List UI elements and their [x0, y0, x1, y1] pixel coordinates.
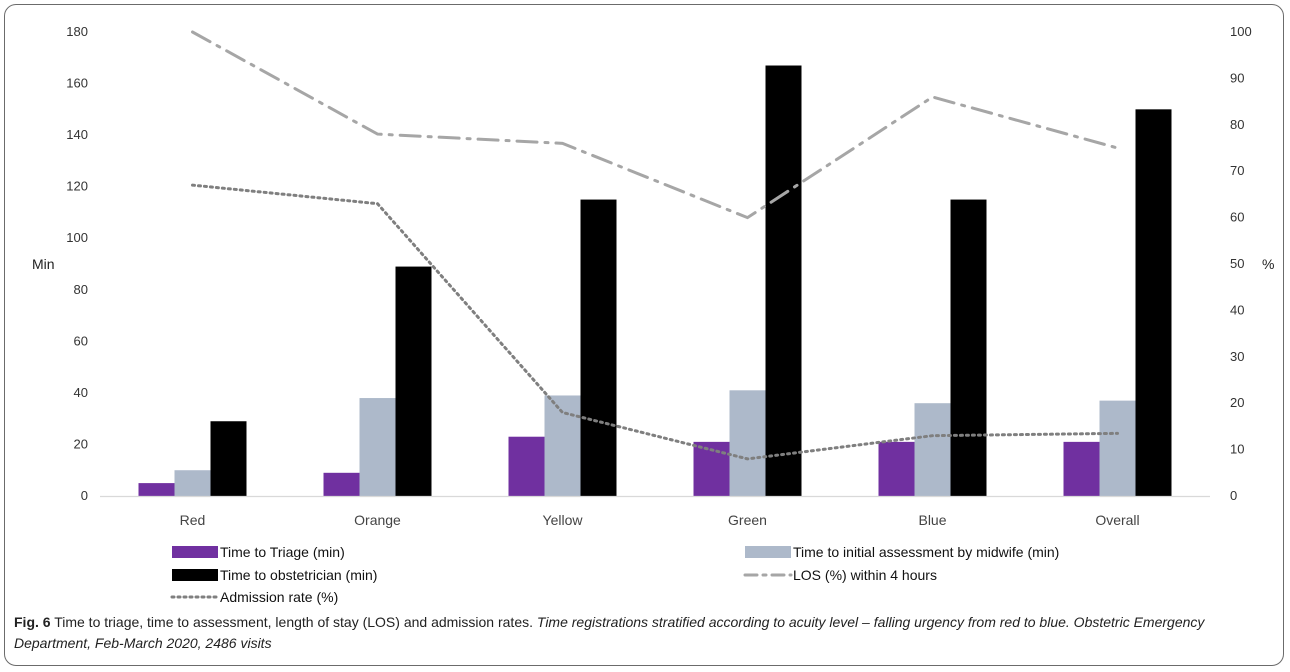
- y2-tick-label: 30: [1230, 349, 1244, 364]
- bar-time-to-initial-assessment-by-midwife-min-red: [174, 470, 211, 496]
- bar-time-to-obstetrician-min-orange: [395, 266, 432, 496]
- y2-tick-label: 90: [1230, 70, 1244, 85]
- bar-time-to-obstetrician-min-green: [765, 65, 802, 496]
- x-tick-label: Red: [180, 512, 206, 528]
- bar-time-to-initial-assessment-by-midwife-min-orange: [359, 398, 396, 496]
- y-tick-label: 180: [66, 24, 88, 39]
- y-tick-label: 60: [74, 333, 88, 348]
- y-tick-label: 40: [74, 385, 88, 400]
- bar-time-to-triage-min-blue: [878, 441, 915, 496]
- chart: 0 20 40 60 80 100 120 140 160 180 0 10 20 30 40 50 60 70 8…: [32, 24, 1274, 605]
- legend-label-los-within-4-hours: LOS (%) within 4 hours: [793, 567, 937, 583]
- line-los-within-4-hours: [191, 30, 1119, 220]
- bar-time-to-obstetrician-min-yellow: [580, 199, 617, 497]
- bar-time-to-initial-assessment-by-midwife-min-overall: [1099, 400, 1136, 496]
- bar-time-to-initial-assessment-by-midwife-min-green: [729, 390, 766, 496]
- y-axis-label: Min: [32, 256, 55, 272]
- x-tick-label: Orange: [354, 512, 401, 528]
- x-tick-label: Blue: [918, 512, 946, 528]
- y-tick-label: 120: [66, 179, 88, 194]
- y2-tick-label: 100: [1230, 24, 1252, 39]
- y-tick-label: 0: [81, 488, 88, 503]
- bar-time-to-triage-min-yellow: [508, 436, 545, 496]
- legend-label-time-to-obstetrician-min: Time to obstetrician (min): [220, 567, 377, 583]
- bar-time-to-triage-min-overall: [1063, 441, 1100, 496]
- legend-label-time-to-initial-assessment-by-midwife-min: Time to initial assessment by midwife (m…: [793, 544, 1059, 560]
- line-admission-rate: [191, 183, 1119, 461]
- y-tick-label: 160: [66, 76, 88, 91]
- y2-tick-label: 20: [1230, 395, 1244, 410]
- x-tick-label: Green: [728, 512, 767, 528]
- figure-label: Fig. 6: [14, 614, 51, 630]
- x-tick-label: Yellow: [543, 512, 584, 528]
- legend-swatch-time-to-initial-assessment-by-midwife-min: [745, 546, 791, 558]
- figure-title: Time to triage, time to assessment, leng…: [50, 614, 537, 630]
- legend-label-time-to-triage-min: Time to Triage (min): [220, 544, 345, 560]
- y2-tick-label: 10: [1230, 442, 1244, 457]
- bar-time-to-obstetrician-min-blue: [950, 199, 987, 497]
- y2-axis-label: %: [1262, 256, 1274, 272]
- bar-time-to-obstetrician-min-red: [210, 421, 247, 496]
- y2-tick-label: 60: [1230, 210, 1244, 225]
- legend-swatch-time-to-triage-min: [172, 546, 218, 558]
- y-tick-label: 100: [66, 230, 88, 245]
- y2-tick-label: 50: [1230, 256, 1244, 271]
- y-tick-label: 140: [66, 127, 88, 142]
- y-tick-label: 20: [74, 436, 88, 451]
- legend-swatch-time-to-obstetrician-min: [172, 569, 218, 581]
- y2-tick-label: 40: [1230, 302, 1244, 317]
- y2-tick-label: 70: [1230, 163, 1244, 178]
- bar-time-to-initial-assessment-by-midwife-min-blue: [914, 403, 951, 496]
- legend-label-admission-rate: Admission rate (%): [220, 589, 338, 605]
- y2-tick-label: 80: [1230, 117, 1244, 132]
- figure-subtitle: Time registrations stratified according …: [14, 614, 1205, 651]
- x-tick-label: Overall: [1095, 512, 1139, 528]
- figure-caption: Fig. 6 Time to triage, time to assessmen…: [14, 612, 1274, 654]
- bar-time-to-triage-min-red: [138, 483, 175, 496]
- bar-time-to-triage-min-orange: [323, 472, 360, 496]
- bar-time-to-obstetrician-min-overall: [1135, 109, 1172, 496]
- y-tick-label: 80: [74, 282, 88, 297]
- y2-tick-label: 0: [1230, 488, 1237, 503]
